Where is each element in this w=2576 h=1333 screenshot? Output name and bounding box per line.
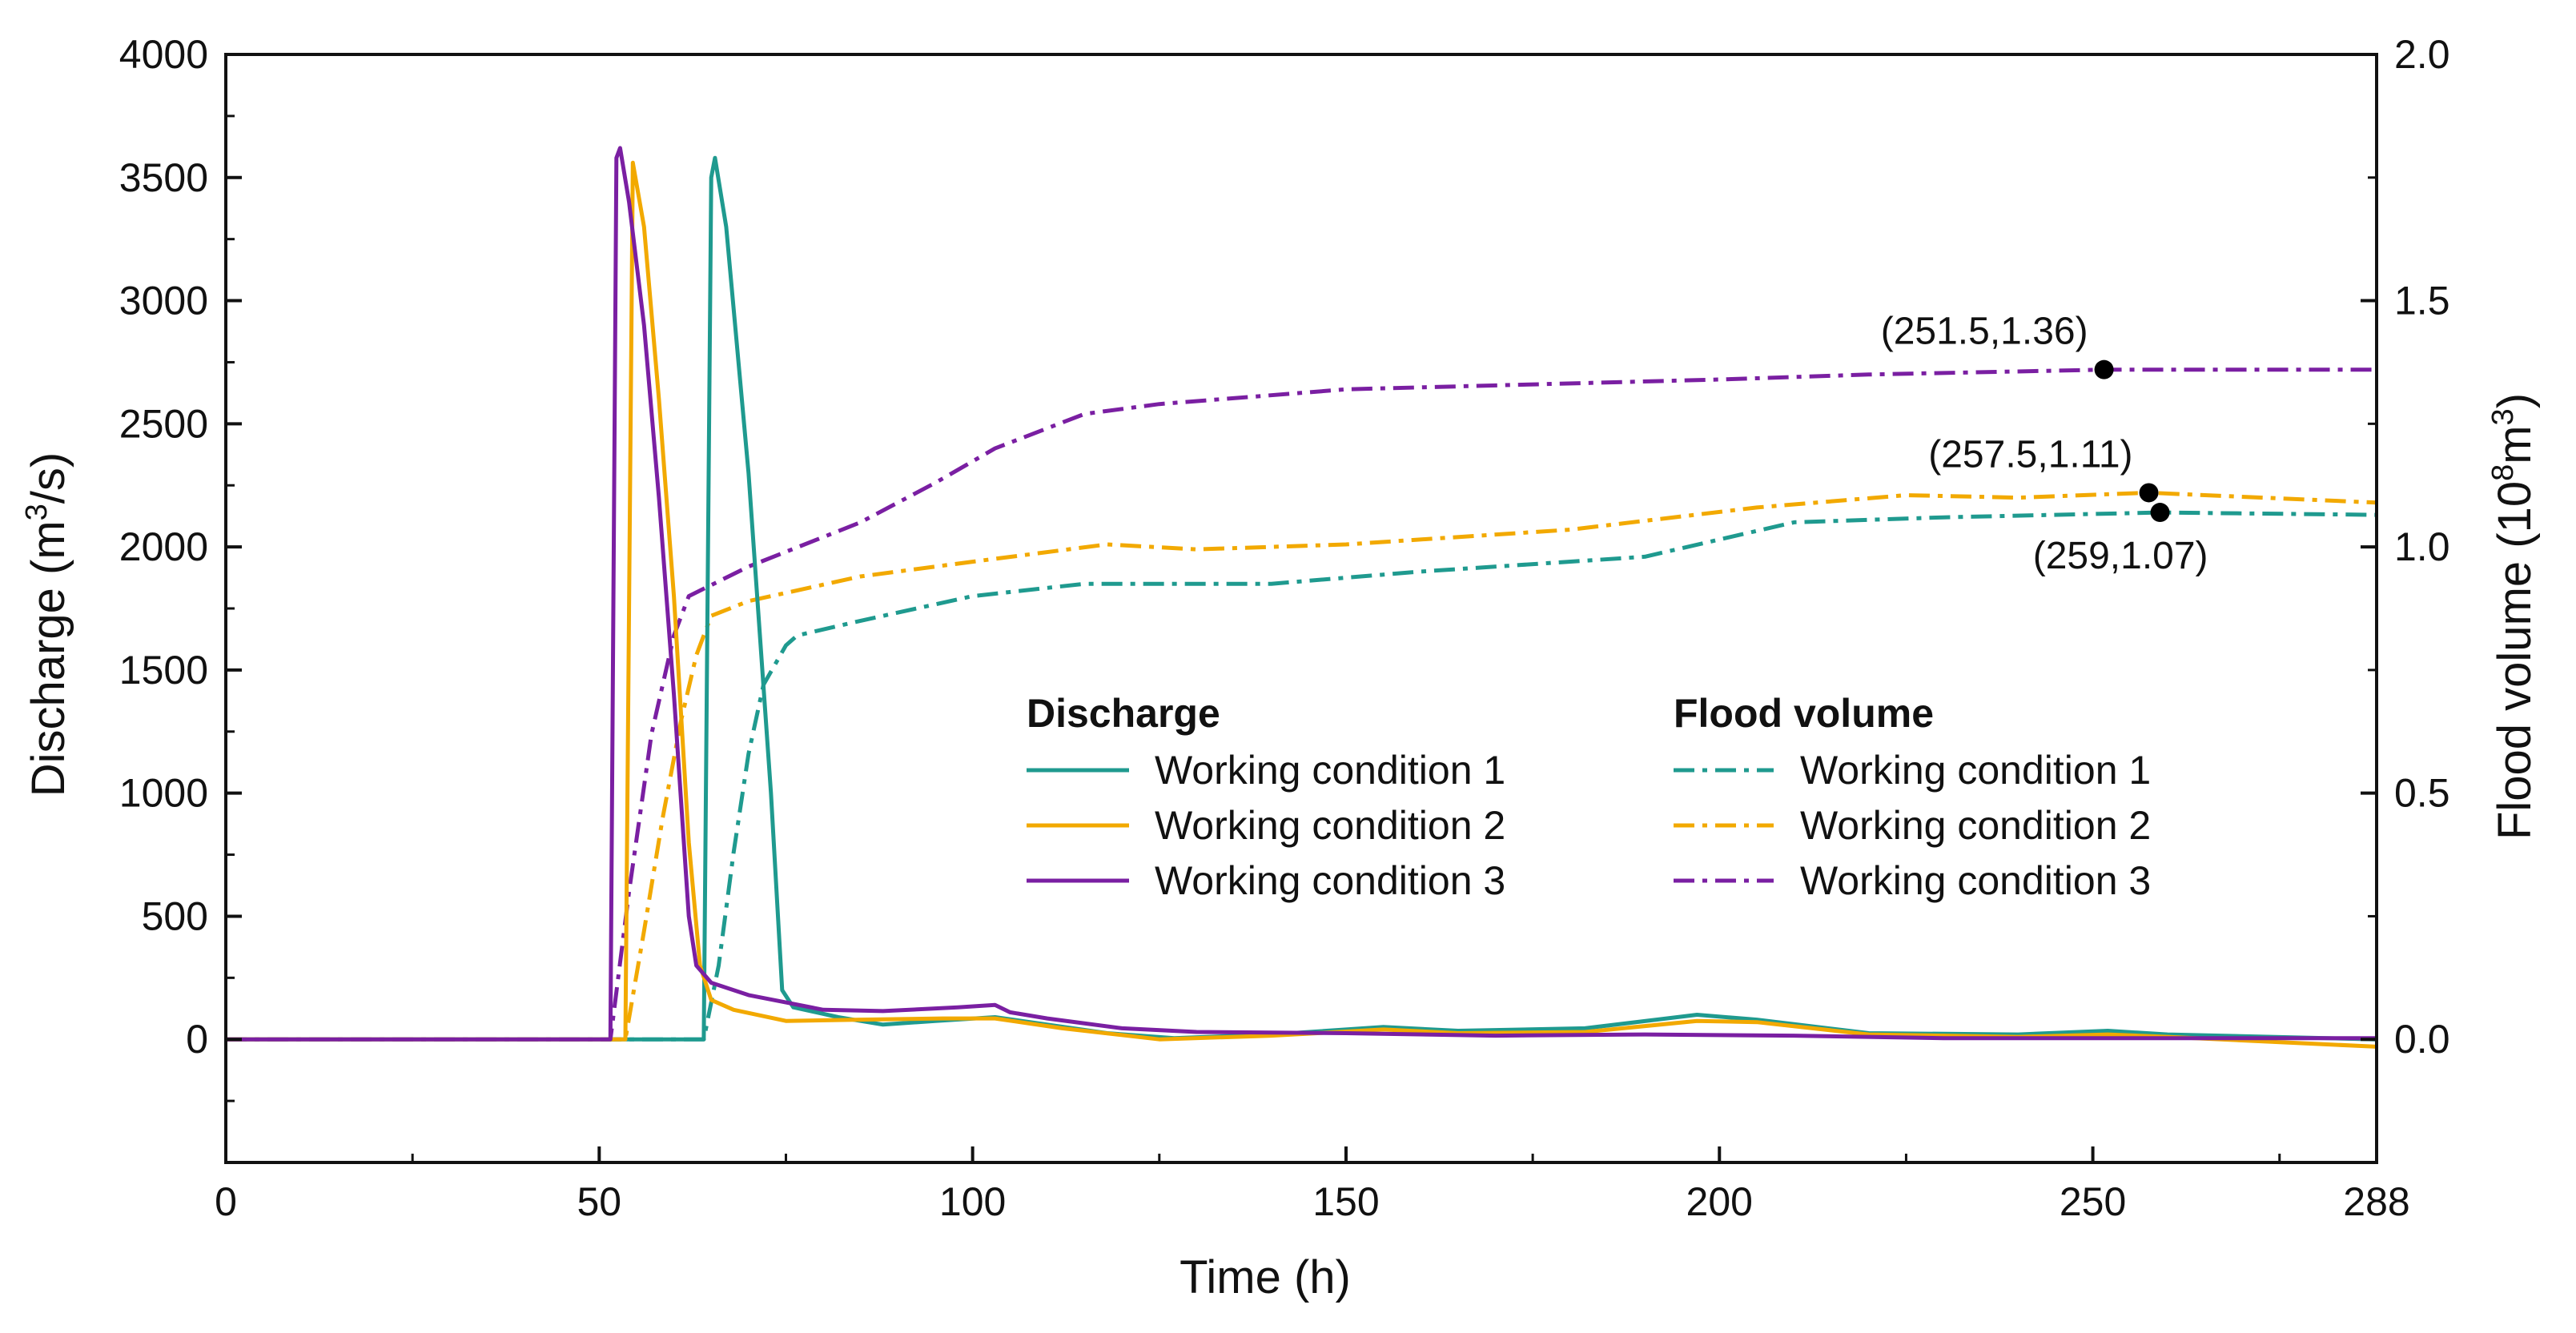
y-left-tick-label: 0 (186, 1017, 208, 1062)
x-axis-title: Time (h) (1179, 1251, 1351, 1303)
legend-volume-label: Working condition 1 (1800, 748, 2151, 793)
annotation-label: (251.5,1.36) (1881, 311, 2088, 353)
y-left-tick-label: 2500 (119, 401, 208, 446)
legend-discharge-title: Discharge (1027, 691, 1220, 736)
y-left-tick-label: 4000 (119, 32, 208, 77)
y-right-tick-label: 1.0 (2394, 524, 2450, 569)
discharge-line-wc3 (226, 146, 2377, 1042)
volume-line-wc3 (226, 367, 2377, 1042)
y-left-tick-label: 1000 (119, 771, 208, 816)
legend-volume-label: Working condition 2 (1800, 803, 2151, 848)
legend-discharge-label: Working condition 2 (1155, 803, 1505, 848)
annotation-point (2139, 483, 2159, 503)
legend-volume-label: Working condition 3 (1800, 858, 2151, 903)
volume-line-wc1 (226, 510, 2377, 1042)
y-right-tick-label: 0.0 (2394, 1017, 2450, 1062)
annotation-label: (257.5,1.11) (1928, 433, 2132, 476)
ticks: 0 50 100 150 200 250 288 0 500 1000 1500 2000 2500 30… (119, 32, 2450, 1224)
x-tick-label: 288 (2343, 1179, 2409, 1224)
legend-volume-title: Flood volume (1674, 691, 1934, 736)
y-left-tick-label: 3000 (119, 279, 208, 323)
x-tick-label: 150 (1312, 1179, 1379, 1224)
annotation-label: (259,1.07) (2033, 535, 2208, 577)
x-tick-label: 200 (1686, 1179, 1753, 1224)
y-left-tick-label: 500 (142, 893, 208, 938)
legend: Discharge Flood volume Working condition 1… (1027, 691, 2151, 903)
discharge-line-wc2 (226, 160, 2377, 1049)
x-tick-label: 0 (215, 1179, 237, 1224)
volume-line-wc2 (226, 490, 2377, 1042)
y-right-tick-label: 2.0 (2394, 32, 2450, 77)
legend-discharge-label: Working condition 1 (1155, 748, 1505, 793)
annotations: (251.5,1.36) (257.5,1.11) (259,1.07) (1881, 311, 2208, 577)
plot-lines (226, 146, 2377, 1049)
y-right-tick-label: 0.5 (2394, 771, 2450, 816)
y-right-tick-label: 1.5 (2394, 279, 2450, 323)
y-left-tick-label: 2000 (119, 524, 208, 569)
x-tick-label: 250 (2060, 1179, 2126, 1224)
x-tick-label: 100 (939, 1179, 1006, 1224)
y-left-tick-label: 1500 (119, 648, 208, 693)
annotation-point (2150, 503, 2170, 523)
legend-discharge-label: Working condition 3 (1155, 858, 1505, 903)
y-left-axis-title: Discharge (m3/s) (20, 452, 74, 797)
y-left-tick-label: 3500 (119, 155, 208, 200)
x-tick-label: 50 (577, 1179, 622, 1224)
plot-series-group (226, 146, 2377, 1049)
y-right-axis-title: Flood volume (108m3) (2486, 393, 2541, 840)
annotation-point (2094, 359, 2114, 379)
